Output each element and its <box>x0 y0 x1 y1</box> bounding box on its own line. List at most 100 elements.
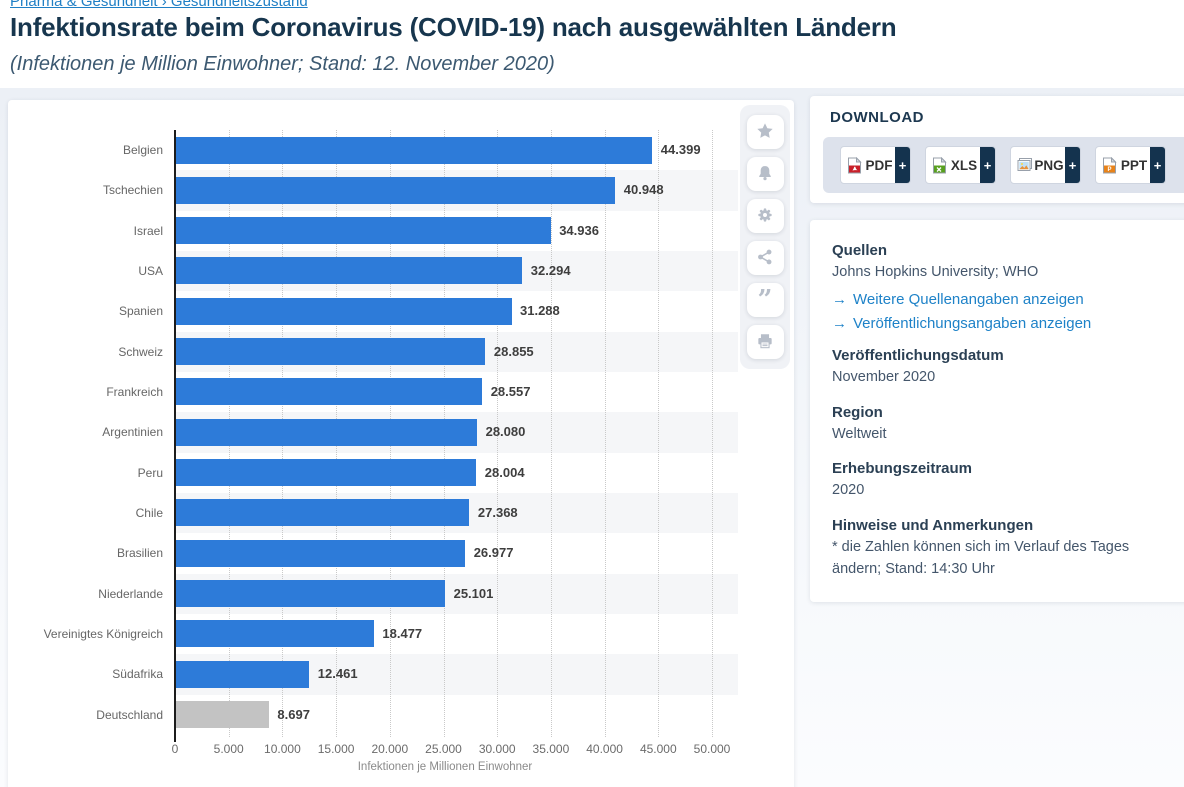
quote-button[interactable]: ” <box>746 283 784 317</box>
category-label: Argentinien <box>102 425 163 440</box>
x-tick-label: 25.000 <box>425 742 462 756</box>
star-button[interactable] <box>746 115 784 149</box>
category-label: Niederlande <box>98 586 163 601</box>
pdf-file-icon <box>847 156 863 174</box>
bell-icon <box>756 164 774 185</box>
x-tick-label: 15.000 <box>317 742 355 756</box>
gear-button[interactable] <box>746 199 784 233</box>
x-tick-label: 40.000 <box>586 742 623 756</box>
bar[interactable] <box>175 539 466 567</box>
category-label: Südafrika <box>112 667 163 682</box>
bar-value-label: 28.080 <box>485 424 526 440</box>
chart-row: Schweiz 28.855 <box>8 332 768 372</box>
bar[interactable] <box>175 378 483 406</box>
category-label: Israel <box>133 223 163 238</box>
print-button[interactable] <box>746 325 784 359</box>
print-icon <box>756 332 774 353</box>
bar[interactable] <box>175 499 470 527</box>
x-tick-label: 10.000 <box>264 742 301 756</box>
breadcrumb[interactable]: Pharma & Gesundheit › Gesundheitszustand <box>10 0 308 10</box>
download-card: DOWNLOAD PDF + XLS + PNG + P PPT + <box>810 96 1184 203</box>
bar[interactable] <box>175 257 523 285</box>
bar-value-label: 32.294 <box>530 262 571 278</box>
quote-icon: ” <box>757 284 773 315</box>
download-pdf-plus-button[interactable]: + <box>895 147 910 183</box>
bar-value-label: 28.004 <box>484 464 525 480</box>
bar[interactable] <box>175 176 616 204</box>
chart-row: Tschechien 40.948 <box>8 170 768 210</box>
chart-row: Deutschland 8.697 <box>8 695 768 735</box>
bar-value-label: 40.948 <box>623 182 664 198</box>
chart-row: Frankreich 28.557 <box>8 372 768 412</box>
x-tick-label: 30.000 <box>478 742 516 756</box>
bar-value-label: 34.936 <box>559 222 599 238</box>
category-label: Vereinigtes Königreich <box>43 627 163 642</box>
bar-value-label: 26.977 <box>473 545 514 561</box>
bar-value-label: 8.697 <box>277 706 310 722</box>
bar[interactable] <box>175 459 477 487</box>
download-format-label: PDF <box>865 157 893 173</box>
gridline <box>497 130 499 737</box>
category-label: Frankreich <box>106 385 163 400</box>
x-tick-label: 20.000 <box>371 742 409 756</box>
bar[interactable] <box>175 701 269 729</box>
bell-button[interactable] <box>746 157 784 191</box>
category-label: Deutschland <box>96 707 163 722</box>
x-tick-label: 45.000 <box>639 742 677 756</box>
bar[interactable] <box>175 418 478 446</box>
category-label: Spanien <box>118 304 163 319</box>
region-value: Weltweit <box>832 425 887 442</box>
publication-date-value: November 2020 <box>832 368 936 385</box>
download-strip: PDF + XLS + PNG + P PPT + <box>823 137 1184 193</box>
page-subtitle: (Infektionen je Million Einwohner; Stand… <box>10 53 555 75</box>
arrow-right-icon: → <box>832 290 847 308</box>
notes-value: * die Zahlen können sich im Verlauf des … <box>832 539 1130 577</box>
bar[interactable] <box>175 620 374 648</box>
download-pdf-button[interactable]: PDF + <box>840 146 911 184</box>
x-tick-label: 35.000 <box>532 742 570 756</box>
download-ppt-plus-button[interactable]: + <box>1150 147 1165 183</box>
category-label: Peru <box>137 465 163 480</box>
more-sources-link[interactable]: → Weitere Quellenangaben anzeigen <box>832 290 1084 308</box>
category-label: Belgien <box>122 143 163 158</box>
download-png-plus-button[interactable]: + <box>1065 147 1080 183</box>
chart-row: Peru 28.004 <box>8 453 768 493</box>
share-button[interactable] <box>746 241 784 275</box>
notes-heading: Hinweise und Anmerkungen <box>832 517 1034 534</box>
bar-value-label: 44.399 <box>660 142 701 157</box>
svg-text:P: P <box>1107 167 1111 173</box>
download-xls-button[interactable]: XLS + <box>925 146 996 184</box>
chart-row: Brasilien 26.977 <box>8 533 768 573</box>
bar-value-label: 12.461 <box>317 666 358 682</box>
bar[interactable] <box>175 580 446 608</box>
png-file-icon <box>1017 157 1033 173</box>
download-xls-plus-button[interactable]: + <box>980 147 995 183</box>
bar[interactable] <box>175 136 653 164</box>
chart-row: Vereinigtes Königreich 18.477 <box>8 614 768 654</box>
share-icon <box>756 248 774 269</box>
gridline <box>658 130 660 737</box>
category-label: Chile <box>135 506 163 521</box>
x-axis-title: Infektionen je Millionen Einwohner <box>357 761 533 773</box>
ppt-file-icon: P <box>1102 156 1118 174</box>
statistic-info-card: Quellen Johns Hopkins University; WHO → W… <box>810 220 1184 602</box>
y-axis-line <box>174 130 176 742</box>
category-label: Schweiz <box>118 344 163 359</box>
chart-row: Argentinien 28.080 <box>8 412 768 452</box>
bar[interactable] <box>175 660 310 688</box>
chart-row: Israel 34.936 <box>8 211 768 251</box>
bar[interactable] <box>175 338 486 366</box>
download-png-button[interactable]: PNG + <box>1010 146 1081 184</box>
chart-card: Belgien 44.399 Tschechien 40.948 Israel … <box>8 100 794 787</box>
bar-value-label: 25.101 <box>453 585 494 601</box>
gear-icon <box>756 206 774 227</box>
chart-row: Südafrika 12.461 <box>8 654 768 694</box>
region-heading: Region <box>832 403 883 421</box>
bar[interactable] <box>175 217 551 245</box>
download-ppt-button[interactable]: P PPT + <box>1095 146 1166 184</box>
chart-action-toolbar: ” <box>740 105 790 369</box>
xls-file-icon <box>932 156 948 174</box>
publication-info-link[interactable]: → Veröffentlichungsangaben anzeigen <box>832 314 1092 332</box>
bar-value-label: 27.368 <box>477 504 518 520</box>
bar[interactable] <box>175 297 512 325</box>
